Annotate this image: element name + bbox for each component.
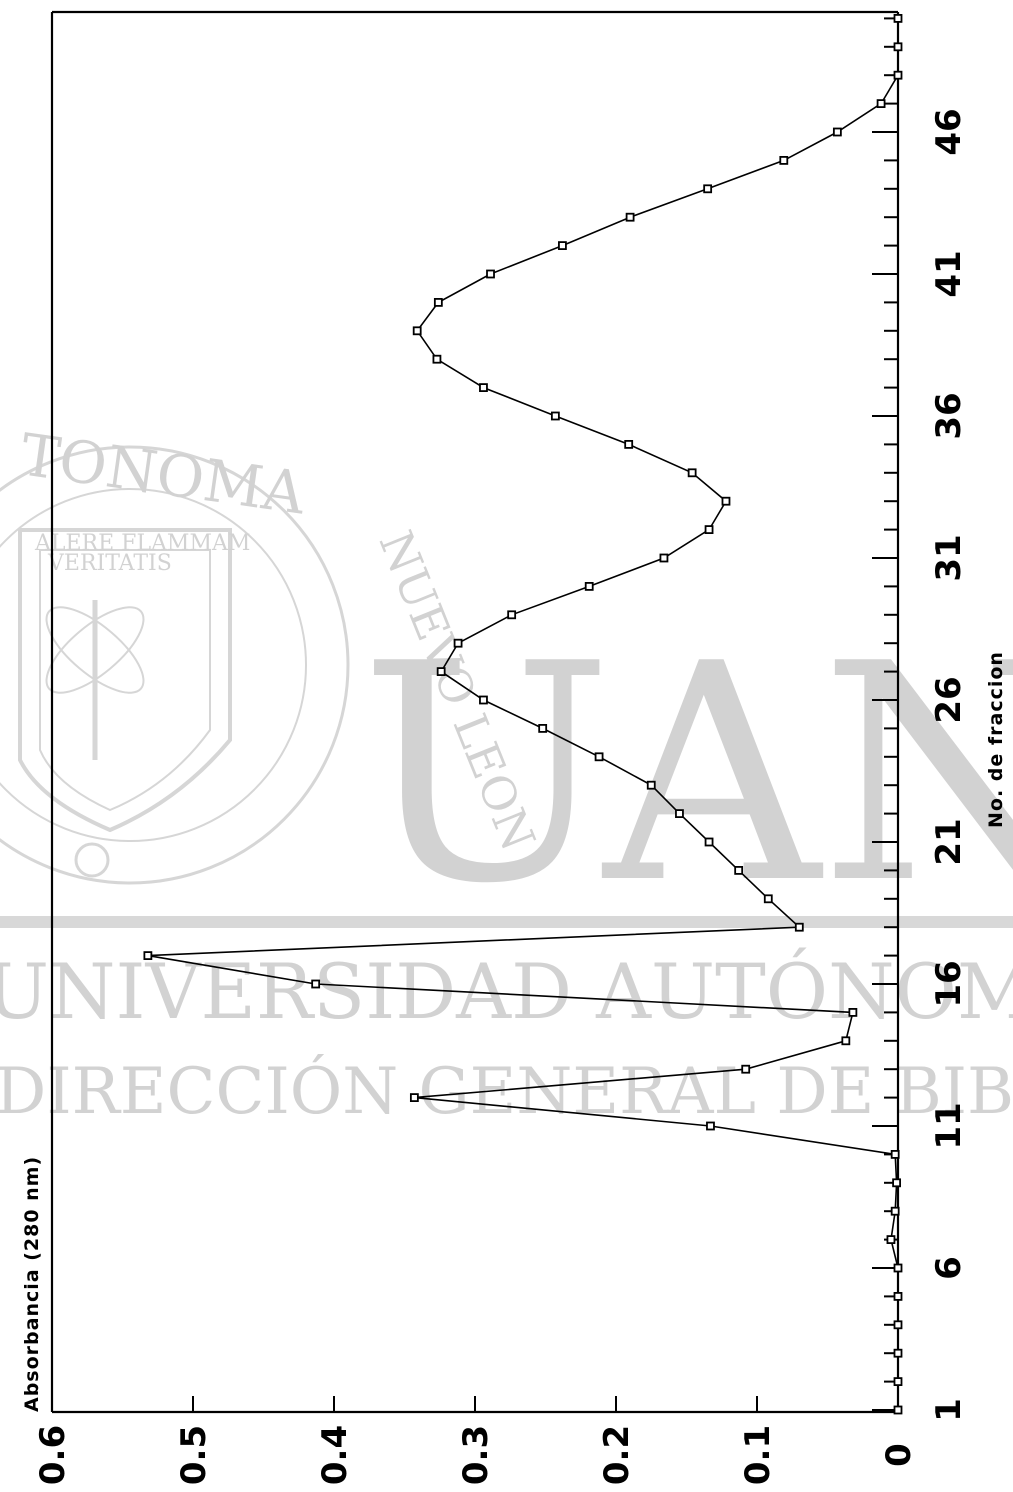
absorbance-tick-label: 0.5 bbox=[174, 1425, 214, 1485]
fraction-tick-label: 46 bbox=[929, 108, 969, 155]
data-point bbox=[890, 1150, 900, 1159]
data-point bbox=[893, 1348, 903, 1358]
absorbance-tick-label: 0.3 bbox=[456, 1425, 496, 1485]
data-point bbox=[706, 1121, 715, 1131]
data-point bbox=[624, 439, 634, 449]
data-point bbox=[890, 1206, 900, 1216]
data-point bbox=[550, 411, 560, 421]
data-point bbox=[507, 610, 517, 620]
data-point bbox=[893, 70, 903, 80]
fraction-tick-label: 31 bbox=[929, 534, 969, 581]
data-point bbox=[409, 1093, 419, 1102]
data-point bbox=[779, 155, 789, 165]
data-point bbox=[594, 752, 604, 762]
data-point bbox=[886, 1235, 896, 1244]
data-point bbox=[675, 809, 684, 818]
data-point bbox=[432, 354, 442, 364]
axis-ticks bbox=[51, 17, 899, 1412]
data-point bbox=[841, 1036, 851, 1046]
data-point bbox=[659, 553, 669, 563]
data-point bbox=[311, 979, 321, 989]
data-point bbox=[479, 695, 488, 705]
watermark-divider bbox=[0, 916, 1013, 928]
fraction-tick-label: 6 bbox=[929, 1256, 969, 1280]
absorbance-tick-label: 0.4 bbox=[315, 1425, 355, 1485]
data-point bbox=[893, 1263, 903, 1273]
data-points bbox=[143, 13, 903, 1415]
seal-motto-line-2: VERITATIS bbox=[47, 551, 172, 576]
data-point bbox=[893, 42, 903, 52]
data-point bbox=[721, 496, 731, 506]
data-point bbox=[453, 638, 463, 648]
data-point bbox=[893, 1377, 903, 1386]
data-point bbox=[741, 1064, 751, 1074]
absorbance-tick-label: 0.1 bbox=[738, 1425, 778, 1485]
data-point bbox=[538, 724, 548, 733]
fraction-tick-label: 21 bbox=[929, 818, 969, 865]
data-point bbox=[412, 326, 422, 336]
data-point bbox=[687, 468, 697, 478]
absorbance-tick-label: 0.2 bbox=[597, 1425, 637, 1485]
data-point bbox=[558, 241, 567, 251]
series-line bbox=[147, 18, 899, 1410]
seal-motto-line-1: ALERE FLAMMAM bbox=[34, 531, 250, 556]
absorbance-tick-label: 0.6 bbox=[33, 1425, 73, 1485]
fraction-tick-label: 41 bbox=[929, 250, 969, 297]
data-point bbox=[703, 184, 713, 194]
data-point bbox=[893, 1405, 903, 1415]
watermark-line-1: UNIVERSIDAD AUTÓNOMA DE NUEVO LEÓN bbox=[0, 947, 1013, 1036]
fraction-tick-label: 1 bbox=[929, 1398, 969, 1422]
data-point bbox=[704, 837, 714, 847]
watermark-line-2: DIRECCIÓN GENERAL DE BIBLIOTECAS bbox=[0, 1053, 1013, 1129]
data-point bbox=[832, 127, 842, 137]
data-point bbox=[704, 525, 714, 534]
data-point bbox=[876, 99, 886, 108]
data-point bbox=[794, 922, 804, 932]
absorbance-tick-label: 0 bbox=[879, 1443, 919, 1467]
data-point bbox=[646, 780, 656, 790]
data-point bbox=[893, 1320, 903, 1330]
watermark: TONOMA NUEVO LEON ALERE FLAMMAM VERITATI… bbox=[0, 420, 1013, 1129]
fraction-tick-label: 11 bbox=[929, 1102, 969, 1149]
data-point bbox=[893, 1292, 903, 1301]
data-point bbox=[763, 894, 773, 904]
data-point bbox=[848, 1008, 858, 1017]
data-point bbox=[625, 212, 635, 222]
data-point bbox=[433, 297, 443, 307]
data-point bbox=[584, 582, 594, 591]
data-point bbox=[479, 383, 488, 393]
data-point bbox=[436, 667, 446, 676]
fraction-tick-label: 26 bbox=[929, 676, 969, 723]
data-point bbox=[486, 269, 495, 279]
watermark-logo: UANL bbox=[360, 600, 1013, 949]
data-point bbox=[143, 951, 153, 960]
seal-ring-top-text: TONOMA bbox=[17, 420, 311, 527]
data-point bbox=[893, 13, 903, 23]
data-point bbox=[892, 1178, 901, 1188]
x-axis-title: No. de fraccion bbox=[985, 651, 1007, 828]
fraction-tick-label: 36 bbox=[929, 392, 969, 439]
y-axis-title: Absorbancia (280 nm) bbox=[21, 1156, 43, 1412]
fraction-tick-label: 16 bbox=[929, 960, 969, 1007]
data-point bbox=[734, 866, 744, 875]
